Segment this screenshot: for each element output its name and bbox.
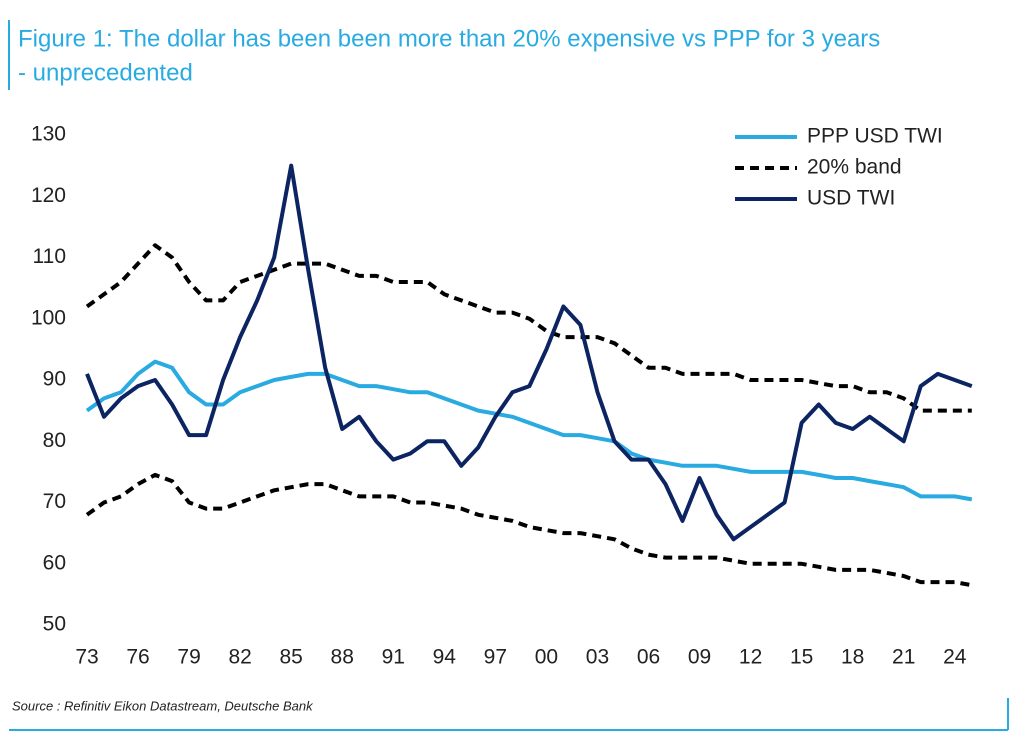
band-line	[85, 243, 972, 413]
x-tick-label: 06	[637, 646, 660, 669]
y-tick-label: 90	[43, 368, 66, 391]
y-tick-label: 110	[33, 245, 66, 268]
x-tick-label: 03	[586, 646, 609, 669]
x-tick-label: 21	[892, 646, 915, 669]
y-tick-label: 120	[31, 184, 66, 207]
x-tick-label: 15	[790, 646, 813, 669]
x-tick-label: 73	[75, 646, 98, 669]
legend-label: PPP USD TWI	[807, 125, 943, 148]
legend-label: USD TWI	[807, 187, 895, 210]
x-tick-label: 00	[535, 646, 558, 669]
x-tick-label: 24	[943, 646, 967, 669]
x-tick-label: 18	[841, 646, 864, 669]
source-note: Source : Refinitiv Eikon Datastream, Deu…	[12, 698, 314, 713]
x-tick-label: 97	[484, 646, 507, 669]
x-tick-label: 91	[382, 646, 405, 669]
y-tick-label: 80	[43, 429, 66, 452]
x-tick-label: 85	[280, 646, 303, 669]
x-tick-label: 79	[177, 646, 200, 669]
band-line	[85, 472, 973, 588]
x-tick-label: 09	[688, 646, 711, 669]
series-line	[85, 359, 973, 502]
x-tick-label: 88	[331, 646, 354, 669]
y-tick-label: 50	[43, 613, 66, 636]
x-tick-label: 76	[126, 646, 149, 669]
x-tick-label: 94	[433, 646, 457, 669]
chart-subtitle: - unprecedented	[18, 59, 193, 86]
legend-label: 20% band	[807, 156, 902, 179]
x-tick-label: 82	[228, 646, 251, 669]
y-tick-label: 130	[31, 123, 66, 146]
y-tick-label: 60	[43, 551, 66, 574]
y-tick-label: 100	[31, 306, 66, 329]
chart-title: Figure 1: The dollar has been been more …	[18, 25, 880, 52]
y-tick-label: 70	[43, 490, 66, 513]
x-tick-label: 12	[739, 646, 762, 669]
series-line	[85, 163, 973, 542]
